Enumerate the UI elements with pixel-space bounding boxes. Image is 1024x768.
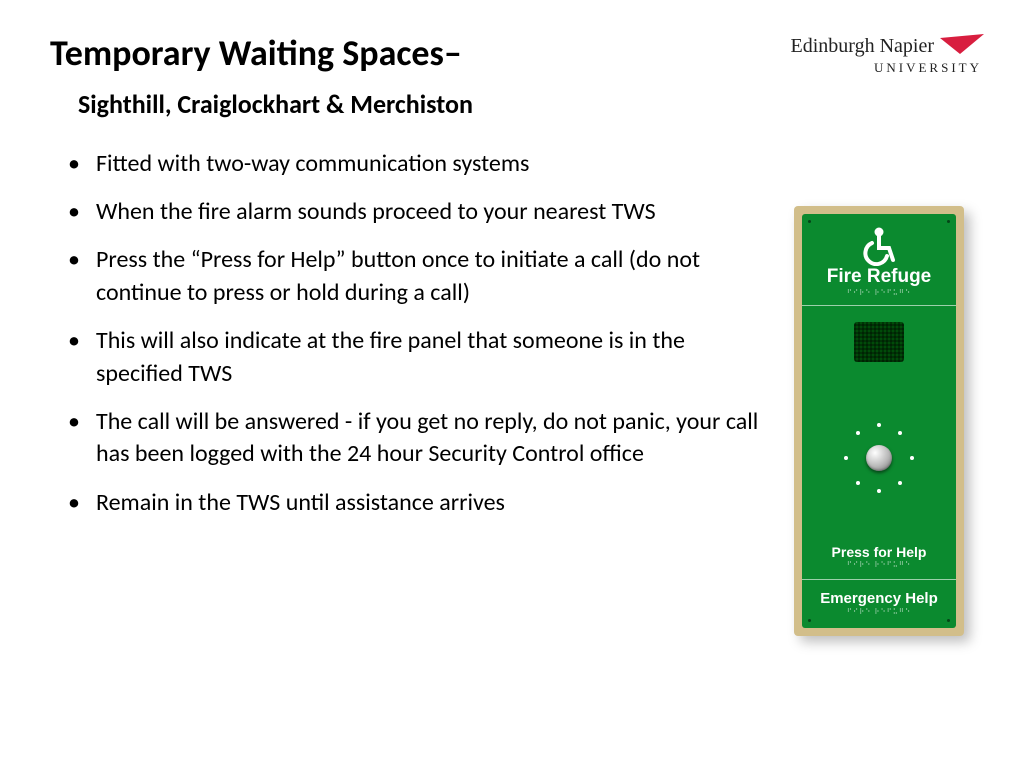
bullet-item: Press the “Press for Help” button once t…	[68, 244, 764, 309]
panel-plate: Fire Refuge ⠋⠊⠗⠑ ⠗⠑⠋⠥⠛⠑	[802, 214, 956, 628]
panel-emergency-section: Emergency Help ⠋⠊⠗⠑ ⠗⠑⠋⠥⠛⠑	[802, 580, 956, 628]
panel-header-section: Fire Refuge ⠋⠊⠗⠑ ⠗⠑⠋⠥⠛⠑	[802, 214, 956, 306]
panel-button-section: Press for Help ⠋⠊⠗⠑ ⠗⠑⠋⠥⠛⠑	[802, 306, 956, 580]
bullet-item: Fitted with two-way communication system…	[68, 148, 764, 180]
panel-title: Fire Refuge	[827, 266, 932, 288]
bullet-list: Fitted with two-way communication system…	[50, 148, 764, 636]
logo-triangle-icon	[940, 34, 984, 58]
slide-title: Temporary Waiting Spaces–	[50, 34, 473, 74]
content-row: Fitted with two-way communication system…	[50, 148, 984, 636]
panel-column: Fire Refuge ⠋⠊⠗⠑ ⠗⠑⠋⠥⠛⠑	[794, 148, 984, 636]
braille-text: ⠋⠊⠗⠑ ⠗⠑⠋⠥⠛⠑	[832, 562, 927, 569]
fire-refuge-panel: Fire Refuge ⠋⠊⠗⠑ ⠗⠑⠋⠥⠛⠑	[794, 206, 964, 636]
speaker-grille-icon	[854, 322, 904, 362]
title-block: Temporary Waiting Spaces– Sighthill, Cra…	[50, 34, 473, 120]
logo-text-secondary: UNIVERSITY	[874, 60, 982, 76]
slide-subtitle: Sighthill, Craiglockhart & Merchiston	[78, 88, 473, 120]
screw-icon	[808, 619, 811, 622]
wheelchair-icon	[857, 226, 901, 266]
braille-text: ⠋⠊⠗⠑ ⠗⠑⠋⠥⠛⠑	[847, 290, 911, 297]
university-logo: Edinburgh Napier UNIVERSITY	[791, 34, 985, 76]
screw-icon	[947, 220, 950, 223]
logo-top-row: Edinburgh Napier	[791, 34, 985, 58]
slide: Temporary Waiting Spaces– Sighthill, Cra…	[0, 0, 1024, 768]
press-for-help-label: Press for Help	[832, 544, 927, 560]
screw-icon	[947, 619, 950, 622]
bullet-item: The call will be answered - if you get n…	[68, 406, 764, 471]
screw-icon	[808, 220, 811, 223]
bullet-item: When the fire alarm sounds proceed to yo…	[68, 196, 764, 228]
bullet-item: Remain in the TWS until assistance arriv…	[68, 487, 764, 519]
press-for-help-button[interactable]	[866, 445, 892, 471]
press-label-block: Press for Help ⠋⠊⠗⠑ ⠗⠑⠋⠥⠛⠑	[832, 544, 927, 569]
header-row: Temporary Waiting Spaces– Sighthill, Cra…	[50, 34, 984, 120]
logo-text-primary: Edinburgh Napier	[791, 35, 935, 58]
bullet-item: This will also indicate at the fire pane…	[68, 325, 764, 390]
braille-text: ⠋⠊⠗⠑ ⠗⠑⠋⠥⠛⠑	[847, 609, 911, 616]
emergency-help-label: Emergency Help	[820, 590, 938, 607]
